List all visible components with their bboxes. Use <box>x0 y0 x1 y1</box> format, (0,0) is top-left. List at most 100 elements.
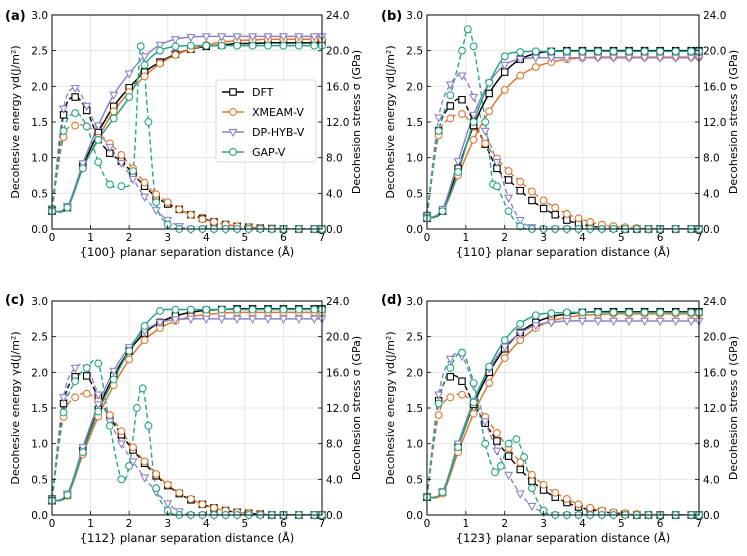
stress-point-gap-v <box>59 408 68 417</box>
stress-point-dp-hyb-v <box>527 502 537 512</box>
stress-point-xmeam-v <box>574 214 583 223</box>
energy-point-gap-v <box>547 309 556 318</box>
energy-point-gap-v <box>279 305 288 314</box>
stress-point-dft <box>563 216 571 224</box>
energy-point-xmeam-v <box>485 107 494 116</box>
legend-marker <box>229 108 237 116</box>
stress-point-xmeam-v <box>117 427 126 436</box>
energy-point-gap-v <box>171 305 180 314</box>
stress-point-gap-v <box>82 363 91 372</box>
x-tick-label: 3 <box>164 232 171 244</box>
stress-point-gap-v <box>492 182 501 191</box>
energy-point-gap-v <box>656 308 665 317</box>
stress-point-gap-v <box>469 379 478 387</box>
energy-point-dp-hyb-v <box>593 317 603 327</box>
stress-line-dp-hyb-v <box>427 352 699 515</box>
energy-point-gap-v <box>578 47 587 56</box>
energy-point-gap-v <box>671 47 680 56</box>
energy-point-gap-v <box>140 322 149 330</box>
y-tick-label-left: 2.5 <box>406 332 423 344</box>
energy-point-dp-hyb-v <box>278 315 288 324</box>
x-tick-label: 5 <box>618 518 625 530</box>
energy-point-gap-v <box>94 407 103 416</box>
y-tick-label-left: 2.0 <box>31 367 48 379</box>
energy-line-gap-v <box>52 308 322 502</box>
energy-point-gap-v <box>578 308 587 317</box>
stress-line-gap-v <box>427 351 699 515</box>
stress-point-dft <box>528 477 536 485</box>
y-tick-label-left: 1.0 <box>31 153 48 165</box>
x-axis-label: {110} planar separation distance (Å) <box>456 244 671 259</box>
energy-point-gap-v <box>594 308 602 317</box>
energy-point-dp-hyb-v <box>515 56 525 65</box>
energy-point-xmeam-v <box>500 354 509 363</box>
y-tick-label-left: 0.5 <box>406 474 423 486</box>
energy-point-gap-v <box>469 118 478 126</box>
stress-point-xmeam-v <box>140 457 149 466</box>
energy-point-dp-hyb-v <box>562 317 572 327</box>
stress-point-xmeam-v <box>105 411 114 420</box>
y-axis-label-right: Decohesion stress σ (GPa) <box>727 50 740 194</box>
y-tick-label-left: 3.0 <box>406 10 423 22</box>
x-tick-label: 1 <box>87 518 94 530</box>
energy-point-gap-v <box>248 41 257 50</box>
energy-point-gap-v <box>640 308 649 317</box>
stress-point-gap-v <box>71 109 80 118</box>
x-tick-label: 4 <box>203 232 210 244</box>
y-tick-label-left: 0.5 <box>31 474 48 486</box>
y-tick-label-left: 2.0 <box>31 81 48 93</box>
energy-point-xmeam-v <box>469 409 478 418</box>
x-tick-label: 7 <box>696 518 703 530</box>
stress-line-dft <box>52 372 322 515</box>
legend-marker <box>228 128 238 138</box>
energy-point-gap-v <box>109 375 118 384</box>
stress-point-xmeam-v <box>539 196 548 205</box>
energy-point-dp-hyb-v <box>686 317 696 327</box>
x-tick-label: 2 <box>126 518 133 530</box>
stress-point-dp-hyb-v <box>116 440 126 449</box>
stress-point-dp-hyb-v <box>480 418 490 427</box>
stress-point-dp-hyb-v <box>70 84 80 94</box>
panel-label: (a) <box>5 9 26 24</box>
y-axis-label-left: Decohesive energy γd(J/m²) <box>384 331 397 484</box>
stress-line-gap-v <box>52 44 322 229</box>
x-tick-label: 7 <box>696 232 703 244</box>
energy-point-gap-v <box>63 203 72 212</box>
y-tick-label-right: 0.0 <box>703 224 720 236</box>
stress-point-gap-v <box>527 484 536 493</box>
stress-point-gap-v <box>117 475 126 484</box>
energy-point-gap-v <box>125 93 134 101</box>
panel-d: 0 1 2 3 4 5 6 70.00.51.01.52.02.53.00.04.08.012… <box>381 293 740 545</box>
y-tick-label-left: 3.0 <box>31 296 48 308</box>
x-tick-label: 4 <box>579 518 586 530</box>
stress-point-gap-v <box>71 377 80 386</box>
energy-point-dp-hyb-v <box>140 53 150 62</box>
energy-point-gap-v <box>500 336 509 345</box>
stress-point-dft <box>551 210 559 219</box>
energy-point-xmeam-v <box>469 135 478 144</box>
y-tick-label-left: 2.5 <box>31 332 48 344</box>
stress-point-dp-hyb-v <box>59 394 69 403</box>
energy-point-dp-hyb-v <box>109 367 119 377</box>
energy-point-dp-hyb-v <box>170 316 180 325</box>
energy-point-dp-hyb-v <box>248 315 258 324</box>
y-tick-label-right: 24.0 <box>326 296 349 308</box>
energy-point-dp-hyb-v <box>155 41 165 51</box>
y-tick-label-left: 0.5 <box>31 188 48 200</box>
energy-point-gap-v <box>140 60 149 69</box>
energy-point-gap-v <box>233 41 242 50</box>
y-tick-label-left: 3.0 <box>406 296 423 308</box>
gridlines <box>51 300 323 516</box>
energy-point-xmeam-v <box>125 355 134 364</box>
stress-point-dp-hyb-v <box>469 93 479 103</box>
energy-point-gap-v <box>310 41 319 50</box>
energy-point-gap-v <box>687 308 696 317</box>
energy-point-gap-v <box>469 398 478 407</box>
y-tick-label-left: 2.0 <box>406 367 423 379</box>
stress-point-xmeam-v <box>527 470 536 479</box>
stress-point-gap-v <box>469 42 478 51</box>
stress-point-xmeam-v <box>152 190 161 199</box>
stress-point-xmeam-v <box>458 110 466 118</box>
panel-c: 0 1 2 3 4 5 6 70.00.51.01.52.02.53.00.04.08.012… <box>5 293 363 545</box>
energy-point-dft <box>485 89 493 98</box>
